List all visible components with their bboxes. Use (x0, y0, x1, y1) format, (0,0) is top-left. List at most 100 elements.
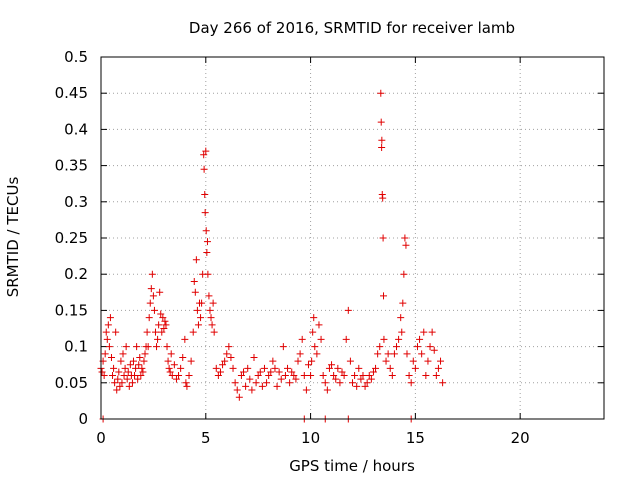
x-tick-label: 0 (96, 429, 106, 447)
data-point (342, 335, 350, 343)
data-point (126, 361, 134, 369)
data-point (198, 299, 206, 307)
y-tick-label: 0.35 (55, 157, 88, 175)
data-point (336, 379, 344, 387)
data-point (107, 353, 115, 361)
y-tick-label: 0.3 (64, 193, 88, 211)
data-point (205, 292, 213, 300)
data-point (407, 379, 415, 387)
data-point (192, 256, 200, 264)
data-point (237, 372, 245, 380)
data-point (242, 382, 250, 390)
data-point (267, 368, 275, 376)
data-point (197, 314, 205, 322)
data-point (103, 335, 111, 343)
data-point (154, 335, 162, 343)
data-point (116, 382, 124, 390)
data-point (351, 372, 359, 380)
x-tick-label: 15 (406, 429, 425, 447)
data-point (181, 335, 189, 343)
data-point (248, 386, 256, 394)
data-point (119, 350, 127, 358)
data-point (424, 357, 432, 365)
data-point (380, 292, 388, 300)
y-tick-label: 0.05 (55, 374, 88, 392)
data-point (175, 372, 183, 380)
data-point (146, 299, 154, 307)
data-point (124, 368, 132, 376)
y-tick-label: 0 (78, 410, 88, 428)
data-point (386, 364, 394, 372)
data-point (206, 306, 214, 314)
data-point (148, 270, 156, 278)
data-point (209, 299, 217, 307)
data-point (325, 364, 333, 372)
data-point (271, 364, 279, 372)
data-point (323, 386, 331, 394)
data-point (233, 386, 241, 394)
data-point (367, 375, 375, 383)
data-point (190, 277, 198, 285)
data-point (121, 364, 129, 372)
data-point (405, 372, 413, 380)
data-point (182, 379, 190, 387)
data-point (380, 335, 388, 343)
data-point (353, 382, 361, 390)
data-point (225, 343, 233, 351)
data-point (150, 306, 158, 314)
data-point (378, 136, 386, 144)
data-point (418, 350, 426, 358)
data-point (382, 357, 390, 365)
data-point (379, 194, 387, 202)
data-point (357, 375, 365, 383)
data-point (120, 372, 128, 380)
data-point (310, 314, 318, 322)
data-point (123, 375, 131, 383)
data-point (147, 285, 155, 293)
data-point (398, 328, 406, 336)
data-point (426, 343, 434, 351)
data-point (377, 89, 385, 97)
data-point (304, 361, 312, 369)
x-tick-label: 5 (201, 429, 211, 447)
data-point (170, 361, 178, 369)
data-point (143, 328, 151, 336)
data-point (254, 372, 262, 380)
data-point (101, 350, 109, 358)
data-point (317, 335, 325, 343)
data-point (338, 368, 346, 376)
data-point (279, 343, 287, 351)
data-point (359, 372, 367, 380)
data-points (97, 89, 447, 423)
data-point (311, 343, 319, 351)
data-point (332, 375, 340, 383)
data-point (439, 379, 447, 387)
data-point (161, 317, 169, 325)
data-point (183, 382, 191, 390)
y-tick-label: 0.15 (55, 301, 88, 319)
data-point (292, 375, 300, 383)
data-point (208, 321, 216, 329)
data-point (263, 379, 271, 387)
data-point (434, 364, 442, 372)
data-point (164, 357, 172, 365)
data-point (140, 357, 148, 365)
data-point (168, 372, 176, 380)
data-point (273, 382, 281, 390)
data-point (135, 361, 143, 369)
data-point (144, 343, 152, 351)
data-point (374, 350, 382, 358)
data-point (185, 372, 193, 380)
data-point (106, 314, 114, 322)
data-point (235, 393, 243, 401)
data-point (275, 368, 283, 376)
data-point (137, 372, 145, 380)
data-point (202, 147, 210, 155)
data-point (98, 368, 106, 376)
data-point (177, 364, 185, 372)
data-point (172, 375, 180, 383)
data-point (191, 288, 199, 296)
data-point (187, 357, 195, 365)
data-point (403, 350, 411, 358)
